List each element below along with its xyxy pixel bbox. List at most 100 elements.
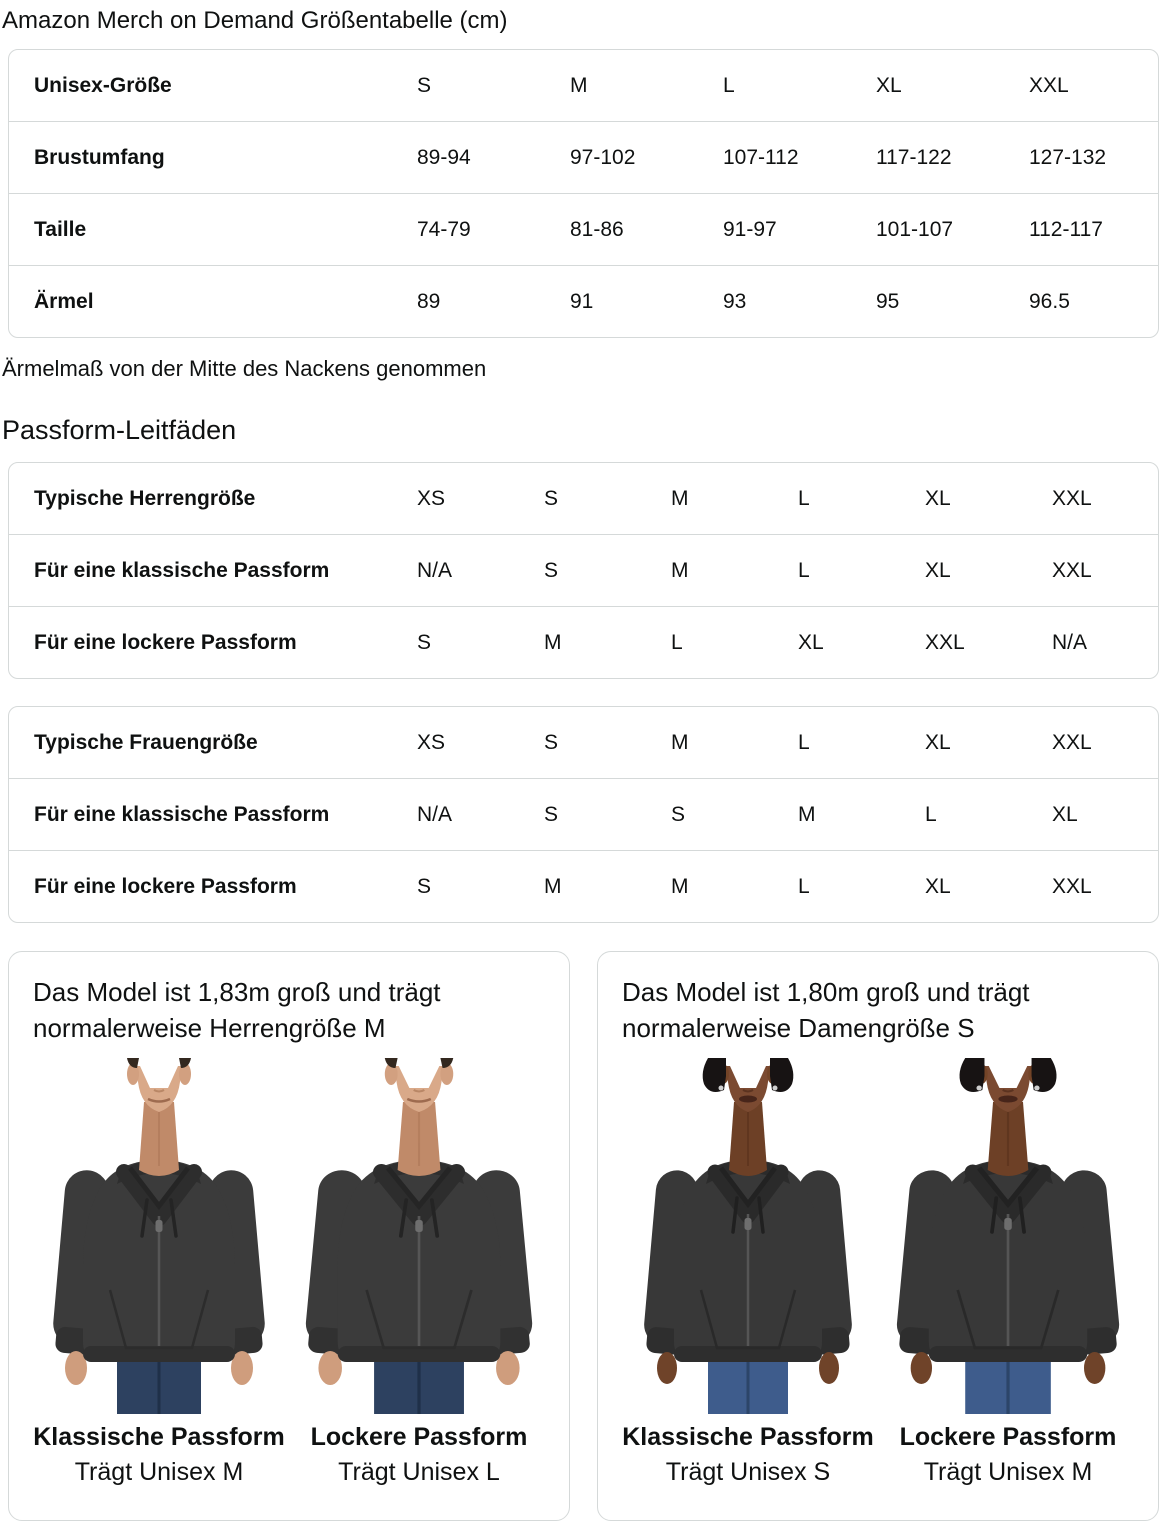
size-column-header: S [417,73,432,97]
size-value-cell: XL [924,850,1051,922]
model-photo-loose-fit: Lockere Passform Trägt Unisex L [293,1058,545,1487]
photo-caption: Klassische Passform Trägt Unisex M [33,1422,285,1487]
table-row: Taille 74-79 81-86 91-97 101-107 112-117 [9,193,1158,265]
size-value-cell: L [797,534,924,606]
size-worn-label: Trägt Unisex L [338,1458,500,1486]
size-value-cell: XS [417,486,446,510]
size-value-cell: S [544,486,559,510]
table-row: Ärmel 89 91 93 95 96.5 [9,265,1158,337]
size-value-cell: S [543,534,670,606]
model-photo-classic-fit: Klassische Passform Trägt Unisex S [622,1058,874,1487]
size-value-cell: XS [417,730,446,754]
size-value-cell: 93 [722,265,875,337]
photo-caption: Lockere Passform Trägt Unisex M [882,1422,1134,1487]
size-value-cell: S [543,778,670,850]
size-column-header: XXL [1029,73,1069,97]
size-value-cell: M [543,850,670,922]
row-label: Brustumfang [9,121,416,193]
row-label: Unisex-Größe [34,73,172,97]
size-value-cell: XXL [1051,850,1158,922]
model-cards: Das Model ist 1,83m groß und trägt norma… [8,951,1159,1521]
size-value-cell: M [670,850,797,922]
photo-caption: Lockere Passform Trägt Unisex L [293,1422,545,1487]
fit-label: Klassische Passform [622,1423,874,1451]
table-row: Für eine klassische Passform N/A S M L X… [9,534,1158,606]
row-label: Typische Frauengröße [34,730,258,754]
row-label: Für eine lockere Passform [9,850,416,922]
photo-caption: Klassische Passform Trägt Unisex S [622,1422,874,1487]
size-value-cell: XXL [924,606,1051,678]
size-value-cell: S [416,606,543,678]
section-title-fit-guides: Passform-Leitfäden [2,415,237,445]
size-worn-label: Trägt Unisex S [665,1458,831,1486]
size-value-cell: S [544,730,559,754]
woman-loose-fit-illustration [882,1058,1134,1414]
size-value-cell: S [670,778,797,850]
row-label: Taille [9,193,416,265]
table-row: Für eine lockere Passform S M L XL XXL N… [9,606,1158,678]
size-value-cell: 96.5 [1028,265,1158,337]
size-value-cell: L [670,606,797,678]
size-value-cell: XXL [1051,534,1158,606]
page-title: Amazon Merch on Demand Größentabelle (cm… [2,7,508,34]
size-value-cell: 117-122 [875,121,1028,193]
table-row: Typische Frauengröße XS S M L XL XXL [9,707,1158,778]
table-row: Unisex-Größe S M L XL XXL [9,50,1158,121]
size-value-cell: XXL [1052,486,1092,510]
row-label: Für eine lockere Passform [9,606,416,678]
size-worn-label: Trägt Unisex M [923,1458,1093,1486]
size-value-cell: 81-86 [569,193,722,265]
size-column-header: XL [876,73,902,97]
size-value-cell: S [416,850,543,922]
size-value-cell: N/A [1051,606,1158,678]
size-value-cell: XL [924,534,1051,606]
table-row: Typische Herrengröße XS S M L XL XXL [9,463,1158,534]
size-value-cell: L [797,850,924,922]
size-value-cell: L [924,778,1051,850]
size-value-cell: 107-112 [722,121,875,193]
size-value-cell: XL [1051,778,1158,850]
size-value-cell: 91-97 [722,193,875,265]
row-label: Für eine klassische Passform [9,534,416,606]
fit-label: Klassische Passform [33,1423,285,1451]
fit-label: Lockere Passform [899,1423,1117,1451]
size-value-cell: M [670,534,797,606]
size-value-cell: 74-79 [416,193,569,265]
size-value-cell: M [543,606,670,678]
size-value-cell: 89 [416,265,569,337]
model-photo-loose-fit: Lockere Passform Trägt Unisex M [882,1058,1134,1487]
size-value-cell: N/A [416,534,543,606]
unisex-size-table: Unisex-Größe S M L XL XXL Brustumfang 89… [8,49,1159,338]
model-photos: Klassische Passform Trägt Unisex M Locke… [33,1058,545,1487]
man-classic-fit-illustration [33,1058,285,1414]
model-card-men: Das Model ist 1,83m groß und trägt norma… [8,951,570,1521]
mens-fit-table: Typische Herrengröße XS S M L XL XXL Für… [8,462,1159,679]
size-value-cell: 89-94 [416,121,569,193]
size-value-cell: 95 [875,265,1028,337]
size-value-cell: L [798,730,810,754]
size-value-cell: M [671,730,689,754]
row-label: Für eine klassische Passform [9,778,416,850]
table-row: Für eine klassische Passform N/A S S M L… [9,778,1158,850]
womens-fit-table: Typische Frauengröße XS S M L XL XXL Für… [8,706,1159,923]
man-loose-fit-illustration [293,1058,545,1414]
size-value-cell: XL [797,606,924,678]
size-value-cell: XXL [1052,730,1092,754]
model-card-heading: Das Model ist 1,83m groß und trägt norma… [33,977,441,1043]
row-label: Typische Herrengröße [34,486,256,510]
table-row: Brustumfang 89-94 97-102 107-112 117-122… [9,121,1158,193]
size-value-cell: 101-107 [875,193,1028,265]
size-value-cell: L [798,486,810,510]
model-card-women: Das Model ist 1,80m groß und trägt norma… [597,951,1159,1521]
size-column-header: L [723,73,735,97]
model-photos: Klassische Passform Trägt Unisex S Locke… [622,1058,1134,1487]
size-worn-label: Trägt Unisex M [74,1458,244,1486]
sleeve-measure-note: Ärmelmaß von der Mitte des Nackens genom… [2,356,487,381]
row-label: Ärmel [9,265,416,337]
size-column-header: M [570,73,588,97]
fit-label: Lockere Passform [310,1423,528,1451]
size-value-cell: N/A [416,778,543,850]
woman-classic-fit-illustration [622,1058,874,1414]
size-value-cell: XL [925,730,951,754]
